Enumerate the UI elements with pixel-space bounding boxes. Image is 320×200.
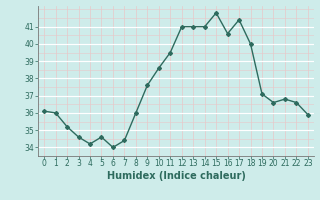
X-axis label: Humidex (Indice chaleur): Humidex (Indice chaleur) (107, 171, 245, 181)
